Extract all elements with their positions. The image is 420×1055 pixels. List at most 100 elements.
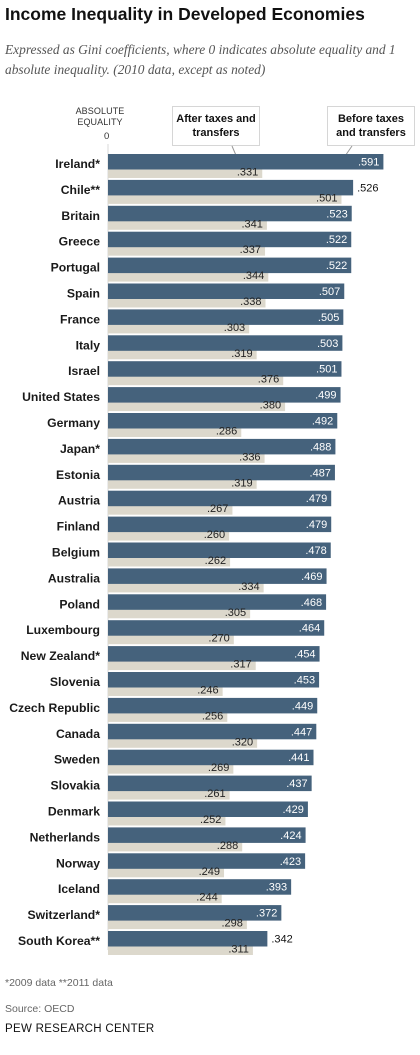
bar-before bbox=[108, 594, 327, 610]
value-label-before: .503 bbox=[317, 338, 338, 350]
category-label: Austria bbox=[58, 494, 100, 508]
category-label: Slovenia bbox=[50, 675, 100, 689]
bar-before bbox=[108, 438, 336, 455]
category-label: Italy bbox=[76, 338, 101, 352]
bar-before bbox=[108, 413, 338, 429]
value-label-before: .487 bbox=[310, 467, 331, 479]
brand-label: PEW RESEARCH CENTER bbox=[5, 1023, 155, 1035]
category-label: Spain bbox=[67, 287, 100, 301]
value-label-before: .454 bbox=[294, 649, 315, 661]
bar-before bbox=[108, 827, 306, 843]
bar-before bbox=[108, 905, 282, 921]
value-label-before: .469 bbox=[301, 571, 322, 583]
category-label: Czech Republic bbox=[9, 701, 100, 715]
bar-before bbox=[108, 775, 312, 792]
bar-before bbox=[108, 672, 320, 688]
category-label: Netherlands bbox=[30, 830, 101, 844]
category-label: Canada bbox=[56, 727, 100, 741]
value-label-after: .334 bbox=[238, 581, 259, 593]
bar-before bbox=[108, 490, 332, 507]
value-label-after: .269 bbox=[208, 762, 229, 774]
bar-before bbox=[108, 723, 317, 740]
bar-before bbox=[108, 620, 325, 636]
category-label: Portugal bbox=[51, 261, 100, 275]
bar-before bbox=[108, 879, 292, 895]
value-label-after: .256 bbox=[202, 710, 223, 722]
category-label: Ireland* bbox=[55, 157, 100, 171]
value-label-before: .468 bbox=[301, 597, 322, 609]
bar-before bbox=[108, 646, 320, 662]
chart-subtitle: Expressed as Gini coefficients, where 0 … bbox=[5, 42, 396, 77]
category-label: Germany bbox=[47, 416, 100, 430]
category-label: Slovakia bbox=[51, 779, 101, 793]
value-label-after: .311 bbox=[228, 944, 249, 956]
category-label: Finland bbox=[57, 520, 100, 534]
value-label-before: .501 bbox=[316, 364, 337, 376]
bar-before bbox=[108, 361, 342, 377]
category-label: Israel bbox=[68, 364, 100, 378]
value-label-after: .267 bbox=[207, 503, 228, 515]
value-label-after: .249 bbox=[199, 866, 220, 878]
bar-before bbox=[108, 542, 331, 558]
value-label-after: .338 bbox=[240, 296, 261, 308]
value-label-after: .286 bbox=[216, 426, 237, 438]
value-label-after: .336 bbox=[239, 451, 260, 463]
bar-before bbox=[108, 257, 352, 274]
footnote: *2009 data **2011 data bbox=[5, 977, 113, 989]
value-label-after: .270 bbox=[208, 633, 229, 645]
value-label-before: .393 bbox=[266, 882, 287, 894]
value-label-after: .303 bbox=[224, 322, 245, 334]
value-label-after: .501 bbox=[316, 192, 337, 204]
value-label-after: .246 bbox=[197, 685, 218, 697]
bar-before bbox=[108, 568, 327, 584]
category-label: Greece bbox=[59, 235, 101, 249]
value-label-after: .320 bbox=[232, 736, 253, 748]
value-label-after: .341 bbox=[241, 218, 262, 230]
bar-before bbox=[108, 931, 268, 947]
axis-zero-label: 0 bbox=[104, 131, 110, 142]
bar-before bbox=[108, 179, 354, 196]
bar-before bbox=[108, 464, 335, 481]
category-label: Japan* bbox=[60, 442, 100, 456]
value-label-before: .447 bbox=[291, 726, 312, 738]
category-label: Australia bbox=[48, 571, 100, 585]
value-label-after: .252 bbox=[200, 814, 221, 826]
category-label: France bbox=[60, 312, 100, 326]
value-label-before: .449 bbox=[292, 700, 313, 712]
chart-title: Income Inequality in Developed Economies bbox=[5, 4, 365, 24]
category-label: Estonia bbox=[56, 468, 100, 482]
value-label-after: .319 bbox=[231, 348, 252, 360]
value-label-before: .492 bbox=[312, 416, 333, 428]
value-label-before: .441 bbox=[288, 752, 309, 764]
bar-before bbox=[108, 205, 352, 222]
value-label-before: .522 bbox=[326, 260, 347, 272]
value-label-after: .288 bbox=[217, 840, 238, 852]
category-label: Belgium bbox=[52, 546, 100, 560]
bar-before bbox=[108, 309, 344, 325]
value-label-before: .372 bbox=[256, 908, 277, 920]
bar-before bbox=[108, 154, 384, 170]
category-label: Sweden bbox=[54, 753, 100, 767]
value-label-before: .429 bbox=[282, 804, 303, 816]
bar-before bbox=[108, 387, 341, 403]
bar-before bbox=[108, 283, 345, 299]
value-label-after: .317 bbox=[230, 659, 251, 671]
value-label-after: .260 bbox=[204, 529, 225, 541]
axis-title: ABSOLUTE EQUALITY bbox=[75, 106, 125, 127]
value-label-after: .380 bbox=[260, 400, 281, 412]
callout-after: After taxes and transfers bbox=[172, 106, 260, 146]
value-label-before: .591 bbox=[358, 157, 379, 169]
value-label-before: .464 bbox=[299, 623, 320, 635]
value-label-after: .262 bbox=[205, 555, 226, 567]
bar-before bbox=[108, 516, 332, 533]
callout-before: Before taxes and transfers bbox=[327, 106, 415, 146]
value-label-before: .437 bbox=[286, 778, 307, 790]
bar-before bbox=[108, 801, 308, 817]
value-label-before: .453 bbox=[294, 675, 315, 687]
category-label: Switzerland* bbox=[28, 908, 101, 922]
category-label: Luxembourg bbox=[26, 623, 100, 637]
category-label: Chile** bbox=[61, 183, 101, 197]
bar-before bbox=[108, 335, 343, 351]
value-label-after: .319 bbox=[231, 477, 252, 489]
